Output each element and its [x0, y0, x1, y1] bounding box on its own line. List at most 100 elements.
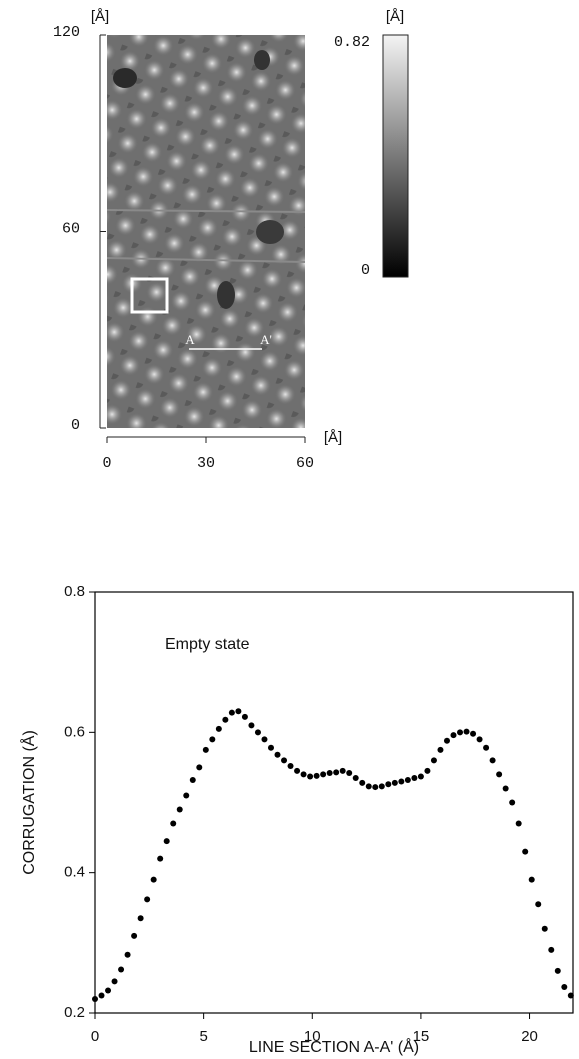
- data-point: [215, 725, 222, 732]
- x-tick-label: 20: [521, 1028, 538, 1045]
- data-point: [98, 992, 105, 999]
- x-tick-label: 10: [304, 1028, 321, 1045]
- data-point: [307, 773, 314, 780]
- data-point: [131, 932, 138, 939]
- x-axis-title: LINE SECTION A-A' (Å): [249, 1037, 419, 1056]
- x-tick-label: 0: [91, 1028, 99, 1045]
- data-point: [535, 901, 542, 908]
- y-tick-label: 120: [53, 24, 80, 41]
- data-point: [437, 746, 444, 753]
- x-tick-label: 0: [102, 455, 111, 472]
- data-point: [209, 736, 216, 743]
- data-point: [365, 783, 372, 790]
- section-label: A: [185, 332, 195, 347]
- data-point: [476, 736, 483, 743]
- data-point: [157, 855, 164, 862]
- data-point: [183, 792, 190, 799]
- annotation: Empty state: [165, 636, 250, 653]
- data-point: [287, 763, 294, 770]
- data-point: [509, 799, 516, 806]
- x-tick-label: 30: [197, 455, 215, 472]
- data-point: [137, 915, 144, 922]
- data-point: [528, 876, 535, 883]
- data-point: [118, 966, 125, 973]
- scan-line: [107, 209, 305, 213]
- data-point: [554, 967, 561, 974]
- x-tick-label: 60: [296, 455, 314, 472]
- data-point: [430, 757, 437, 764]
- scan-line: [107, 257, 305, 263]
- y-axis-title: CORRUGATION (Å): [19, 730, 38, 875]
- data-point: [294, 767, 301, 774]
- section-label: A': [260, 332, 272, 347]
- data-point: [235, 708, 242, 715]
- unit-cell-box: [130, 277, 169, 314]
- x-tick-label: 15: [413, 1028, 430, 1045]
- data-point: [398, 778, 405, 785]
- data-point: [202, 746, 209, 753]
- image-features: [107, 50, 305, 309]
- data-point: [417, 773, 424, 780]
- profile-panel: 0.2 0.4 0.6 0.8 0 5 10 15 20 LINE SECTION A-A' (Å…: [19, 583, 574, 1056]
- data-point: [470, 730, 477, 737]
- colorbar-tick-label: 0: [361, 262, 370, 279]
- colorbar-tick-label: 0.82: [334, 34, 370, 51]
- data-point: [320, 771, 327, 778]
- data-point: [411, 774, 418, 781]
- data-point: [391, 779, 398, 786]
- data-point: [385, 781, 392, 788]
- y-tick-label: 0: [71, 417, 80, 434]
- data-point: [404, 777, 411, 784]
- data-point: [541, 925, 548, 932]
- data-point: [463, 728, 470, 735]
- y-tick-label: 0.4: [64, 864, 85, 881]
- data-point: [339, 767, 346, 774]
- data-point: [105, 987, 112, 994]
- data-point: [189, 777, 196, 784]
- data-point: [150, 876, 157, 883]
- data-point: [372, 784, 379, 791]
- defect: [217, 281, 235, 309]
- data-point: [281, 757, 288, 764]
- data-point: [163, 838, 170, 845]
- data-point: [111, 978, 118, 985]
- data-point: [228, 709, 235, 716]
- data-point: [378, 783, 385, 790]
- colorbar: [382, 34, 409, 278]
- x-tick-label: 5: [199, 1028, 207, 1045]
- data-point: [489, 757, 496, 764]
- data-point: [502, 785, 509, 792]
- data-point: [300, 771, 307, 778]
- data-point: [124, 951, 131, 958]
- data-point: [326, 770, 333, 777]
- data-point: [274, 751, 281, 758]
- data-point: [561, 984, 568, 991]
- defect: [254, 50, 270, 70]
- data-point: [176, 806, 183, 813]
- data-point: [352, 774, 359, 781]
- data-point: [196, 764, 203, 771]
- data-point: [424, 767, 431, 774]
- data-point: [457, 729, 464, 736]
- data-point: [515, 820, 522, 827]
- x-unit: [Å]: [324, 429, 342, 446]
- data-point: [254, 729, 261, 736]
- data-point: [333, 769, 340, 776]
- data-point: [443, 737, 450, 744]
- data-point: [222, 716, 229, 723]
- y-unit: [Å]: [91, 8, 109, 25]
- data-point: [170, 820, 177, 827]
- data-point: [346, 770, 353, 777]
- data-point: [450, 732, 457, 739]
- defect: [113, 68, 137, 88]
- defect: [256, 220, 284, 244]
- plot-frame: [94, 591, 574, 1014]
- data-point: [144, 896, 151, 903]
- data-point: [359, 779, 366, 786]
- data-point: [483, 744, 490, 751]
- data-point: [92, 995, 98, 1002]
- y-tick-label: 0.2: [64, 1004, 85, 1021]
- colorbar-label: [Å]: [386, 8, 404, 25]
